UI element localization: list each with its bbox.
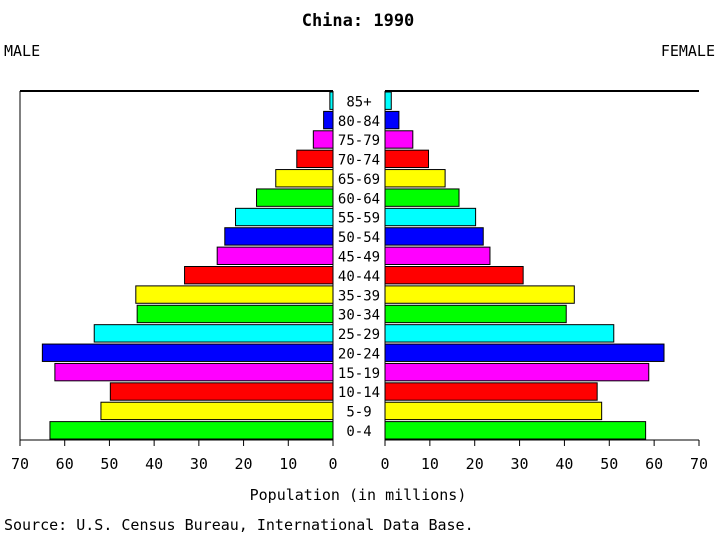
male-tick-label: 10 (279, 455, 297, 473)
male-bar-25-29 (93, 324, 334, 343)
female-bar-10-14 (384, 382, 598, 401)
male-bar-55-59 (235, 207, 334, 227)
male-bar-65-69 (275, 169, 334, 188)
age-labels: 85+ 80-84 75-79 70-74 65-69 60-64 55-59 50-54 45… (338, 94, 380, 440)
female-tick-label: 30 (511, 455, 529, 473)
female-bar-80-84 (384, 110, 400, 130)
male-bar-75-79 (312, 130, 334, 149)
female-bar-65-69 (384, 169, 446, 188)
age-label: 20-24 (338, 346, 380, 362)
female-tick-label: 60 (645, 455, 663, 473)
male-tick-label: 60 (56, 455, 74, 473)
female-ticks: 0 10 20 30 40 50 60 70 (380, 440, 708, 473)
source-note: Source: U.S. Census Bureau, Internationa… (4, 516, 474, 534)
female-tick-label: 70 (690, 455, 708, 473)
female-tick-label: 0 (380, 455, 389, 473)
male-tick-label: 40 (145, 455, 163, 473)
age-label: 30-34 (338, 308, 380, 324)
female-bar-60-64 (384, 188, 460, 207)
female-bar-20-24 (384, 343, 665, 362)
age-label: 80-84 (338, 114, 380, 130)
age-label: 40-44 (338, 269, 380, 285)
age-label: 75-79 (338, 133, 380, 149)
female-bar-40-44 (384, 266, 524, 285)
chart-title: China: 1990 (302, 11, 415, 31)
x-axis-label: Population (in millions) (250, 486, 467, 504)
age-label: 25-29 (338, 327, 380, 343)
male-bar-10-14 (109, 382, 334, 401)
female-bar-55-59 (384, 207, 477, 227)
male-bar-50-54 (224, 227, 334, 246)
age-label: 60-64 (338, 191, 380, 207)
male-bar-85+ (329, 91, 334, 110)
male-bar-0-4 (49, 421, 334, 440)
female-bar-30-34 (384, 304, 567, 324)
age-label: 85+ (346, 94, 371, 110)
male-bar-30-34 (136, 304, 334, 324)
female-bar-45-49 (384, 246, 491, 266)
male-bar-70-74 (296, 149, 334, 169)
male-bar-80-84 (323, 110, 334, 130)
age-label: 35-39 (338, 288, 380, 304)
male-bar-60-64 (256, 188, 334, 207)
male-tick-label: 50 (100, 455, 118, 473)
male-tick-label: 20 (235, 455, 253, 473)
female-bars (384, 91, 665, 440)
male-bar-35-39 (135, 285, 334, 304)
age-label: 65-69 (338, 172, 380, 188)
female-bar-50-54 (384, 227, 484, 246)
female-bar-25-29 (384, 324, 615, 343)
female-bar-0-4 (384, 421, 647, 440)
female-bar-70-74 (384, 149, 430, 169)
female-tick-label: 50 (600, 455, 618, 473)
age-label: 10-14 (338, 385, 380, 401)
female-tick-label: 40 (555, 455, 573, 473)
male-bars (41, 91, 334, 440)
female-bar-85+ (384, 91, 392, 110)
male-bar-40-44 (184, 266, 334, 285)
age-label: 5-9 (346, 405, 371, 421)
male-tick-label: 30 (190, 455, 208, 473)
male-ticks: 70 60 50 40 30 20 10 0 (11, 440, 338, 473)
age-label: 15-19 (338, 366, 380, 382)
male-tick-label: 70 (11, 455, 29, 473)
male-bar-5-9 (100, 401, 334, 421)
age-label: 50-54 (338, 230, 380, 246)
female-bar-5-9 (384, 401, 603, 421)
age-label: 70-74 (338, 153, 380, 169)
female-bar-75-79 (384, 130, 414, 149)
female-tick-label: 20 (466, 455, 484, 473)
female-bar-15-19 (384, 362, 650, 382)
male-label: MALE (4, 42, 40, 60)
female-label: FEMALE (661, 42, 715, 60)
male-tick-label: 0 (328, 455, 337, 473)
female-bar-35-39 (384, 285, 575, 304)
age-label: 45-49 (338, 250, 380, 266)
age-label: 0-4 (346, 424, 371, 440)
male-bar-15-19 (54, 362, 334, 382)
age-label: 55-59 (338, 211, 380, 227)
female-tick-label: 10 (421, 455, 439, 473)
male-bar-20-24 (41, 343, 334, 362)
male-bar-45-49 (216, 246, 334, 266)
